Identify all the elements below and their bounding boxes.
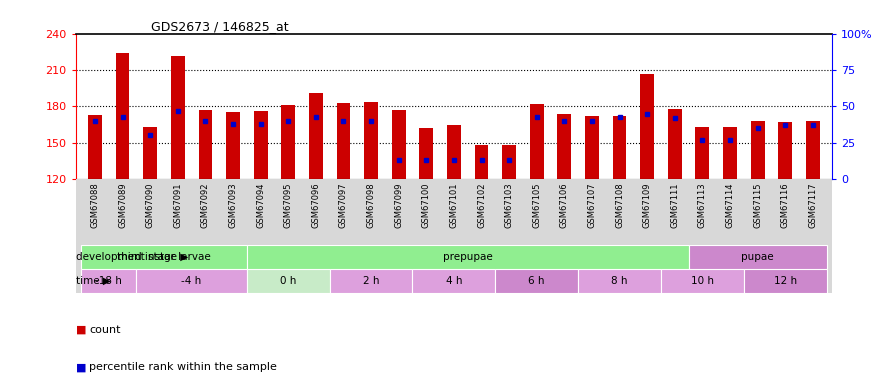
Bar: [578, 269, 661, 292]
Bar: [116, 53, 129, 179]
Text: GSM67111: GSM67111: [670, 182, 679, 228]
Text: GSM67092: GSM67092: [201, 182, 210, 228]
Bar: [336, 103, 351, 179]
Text: percentile rank within the sample: percentile rank within the sample: [89, 363, 277, 372]
Text: time ▶: time ▶: [76, 276, 110, 286]
Bar: [474, 145, 489, 179]
Bar: [640, 74, 654, 179]
Text: -4 h: -4 h: [182, 276, 202, 286]
Text: third instar larvae: third instar larvae: [117, 252, 211, 262]
Text: GSM67093: GSM67093: [229, 182, 238, 228]
Text: development stage ▶: development stage ▶: [76, 252, 188, 262]
Text: GSM67105: GSM67105: [532, 182, 541, 228]
Bar: [136, 269, 247, 292]
Bar: [143, 127, 158, 179]
Text: 0 h: 0 h: [280, 276, 296, 286]
Text: prepupae: prepupae: [443, 252, 492, 262]
Bar: [364, 102, 378, 179]
Bar: [247, 245, 689, 269]
Bar: [723, 127, 737, 179]
Text: 4 h: 4 h: [446, 276, 462, 286]
Text: GSM67091: GSM67091: [174, 182, 182, 228]
Text: GSM67102: GSM67102: [477, 182, 486, 228]
Text: 12 h: 12 h: [773, 276, 797, 286]
Bar: [309, 93, 323, 179]
Text: GSM67113: GSM67113: [698, 182, 707, 228]
Bar: [254, 111, 268, 179]
Text: 2 h: 2 h: [363, 276, 379, 286]
Bar: [496, 269, 578, 292]
Text: count: count: [89, 325, 120, 335]
Text: 8 h: 8 h: [611, 276, 627, 286]
Text: ■: ■: [76, 363, 86, 372]
Text: pupae: pupae: [741, 252, 774, 262]
Bar: [530, 104, 544, 179]
Bar: [668, 109, 682, 179]
Text: GSM67114: GSM67114: [725, 182, 734, 228]
Bar: [419, 128, 433, 179]
Bar: [557, 114, 571, 179]
Bar: [447, 124, 461, 179]
Text: GSM67096: GSM67096: [312, 182, 320, 228]
Text: GSM67088: GSM67088: [91, 182, 100, 228]
Text: GSM67097: GSM67097: [339, 182, 348, 228]
Text: GSM67099: GSM67099: [394, 182, 403, 228]
Text: GSM67109: GSM67109: [643, 182, 651, 228]
Bar: [689, 245, 827, 269]
Bar: [744, 269, 827, 292]
Text: GSM67095: GSM67095: [284, 182, 293, 228]
Bar: [695, 127, 709, 179]
Bar: [329, 269, 412, 292]
Bar: [585, 116, 599, 179]
Bar: [198, 110, 213, 179]
Text: GSM67117: GSM67117: [808, 182, 817, 228]
Bar: [779, 122, 792, 179]
Text: GSM67106: GSM67106: [560, 182, 569, 228]
Text: GSM67103: GSM67103: [505, 182, 514, 228]
Text: -18 h: -18 h: [95, 276, 122, 286]
Bar: [612, 116, 627, 179]
Text: 10 h: 10 h: [691, 276, 714, 286]
Bar: [88, 115, 101, 179]
Bar: [661, 269, 744, 292]
Text: GSM67089: GSM67089: [118, 182, 127, 228]
Text: GSM67090: GSM67090: [146, 182, 155, 228]
Bar: [247, 269, 329, 292]
Text: 6 h: 6 h: [529, 276, 545, 286]
Text: GSM67108: GSM67108: [615, 182, 624, 228]
Text: GSM67100: GSM67100: [422, 182, 431, 228]
Bar: [226, 112, 240, 179]
Bar: [392, 110, 406, 179]
Text: GSM67115: GSM67115: [753, 182, 762, 228]
Bar: [412, 269, 496, 292]
Text: GDS2673 / 146825_at: GDS2673 / 146825_at: [151, 20, 289, 33]
Text: ■: ■: [76, 325, 86, 335]
Text: GSM67098: GSM67098: [367, 182, 376, 228]
Bar: [750, 121, 765, 179]
Bar: [806, 121, 820, 179]
Text: GSM67116: GSM67116: [781, 182, 789, 228]
Text: GSM67107: GSM67107: [587, 182, 596, 228]
Text: GSM67101: GSM67101: [449, 182, 458, 228]
Text: GSM67094: GSM67094: [256, 182, 265, 228]
Bar: [171, 56, 185, 179]
Bar: [502, 145, 516, 179]
Bar: [81, 269, 136, 292]
Bar: [281, 105, 295, 179]
Bar: [81, 245, 247, 269]
